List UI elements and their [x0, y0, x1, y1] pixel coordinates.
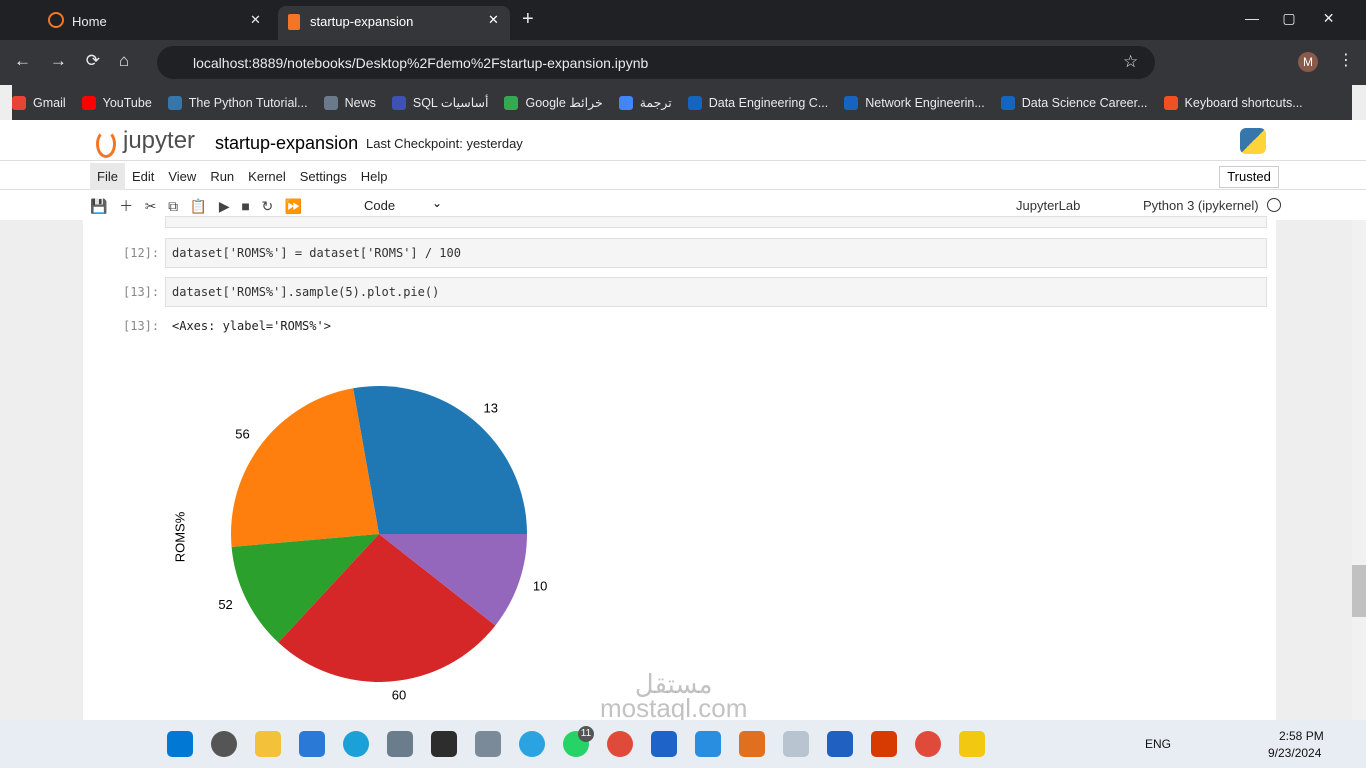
bookmark-label: SQL أساسيات	[412, 96, 489, 110]
slice-label: 56	[235, 426, 249, 441]
menu-item[interactable]: Run	[210, 168, 235, 184]
bookmark-label: News	[344, 95, 376, 110]
language[interactable]: ENG	[1145, 737, 1172, 751]
bookmark[interactable]: The Python Tutorial...	[167, 95, 308, 110]
bookmark-label: YouTube	[102, 95, 152, 110]
pie-slice	[353, 386, 527, 534]
slice-label: 52	[218, 597, 232, 612]
badge: 11	[578, 726, 594, 742]
bookmark-label: Keyboard shortcuts...	[1184, 95, 1303, 110]
tab[interactable]: Home ✕	[40, 6, 270, 40]
bookmark-label: The Python Tutorial...	[188, 95, 308, 110]
jupyterlab-link[interactable]: JupyterLab	[1016, 198, 1081, 213]
code-cell[interactable]: dataset['ROMS%'] = dataset['ROMS'] / 100	[165, 238, 1267, 268]
bookmark[interactable]: SQL أساسيات	[391, 95, 489, 110]
kernel-name: Python 3 (ipykernel)	[1143, 198, 1259, 213]
watermark: مستقل mostaql.com	[600, 669, 748, 723]
pie-slice	[379, 534, 527, 626]
taskbar: 11 ENG 2:58 PM 9/23/2024	[0, 720, 1366, 768]
bookmark[interactable]: YouTube	[81, 95, 152, 110]
menu-item[interactable]: View	[168, 168, 197, 184]
tab-strip: Home ✕ startup-expansion ✕ + — ▢ ✕	[0, 0, 1366, 40]
slice-label: 60	[392, 688, 406, 703]
menu-item[interactable]: Settings	[299, 168, 347, 184]
jupyter-logo: jupyter	[123, 127, 196, 154]
bookmark-label: Data Science Career...	[1021, 95, 1148, 110]
profile[interactable]: M	[1298, 52, 1318, 72]
bookmark[interactable]: Keyboard shortcuts...	[1163, 95, 1303, 110]
bookmark[interactable]: Gmail	[12, 95, 66, 110]
clock-time[interactable]: 2:58 PM	[1279, 729, 1324, 743]
bookmark-label: Gmail	[33, 95, 66, 110]
cell-type[interactable]: Code	[364, 198, 396, 213]
pie-slice	[231, 534, 379, 643]
address-bar[interactable]: localhost:8889/notebooks/Desktop%2Fdemo%…	[157, 46, 1155, 79]
trusted[interactable]: Trusted	[1219, 166, 1279, 188]
tab-title: Home	[72, 14, 107, 29]
prompt: [13]:	[123, 285, 160, 299]
bookmark[interactable]: Data Science Career...	[1000, 95, 1148, 110]
url: localhost:8889/notebooks/Desktop%2Fdemo%…	[193, 55, 649, 71]
prompt: [13]:	[123, 319, 160, 333]
code-cell[interactable]: dataset['ROMS%'].sample(5).plot.pie()	[165, 277, 1267, 307]
code: dataset['ROMS%'].sample(5).plot.pie()	[172, 285, 440, 299]
tab-active[interactable]: startup-expansion ✕	[278, 6, 510, 40]
y-axis-label: ROMS%	[172, 511, 187, 562]
bookmark-label: Network Engineerin...	[865, 95, 985, 110]
pie-slice	[278, 534, 496, 682]
scrollbar[interactable]	[1352, 220, 1366, 720]
pie-slice	[231, 388, 379, 548]
checkpoint: Last Checkpoint: yesterday	[366, 136, 523, 151]
output-text: <Axes: ylabel='ROMS%'>	[172, 319, 331, 333]
slice-label: 13	[484, 401, 498, 416]
clock-date[interactable]: 9/23/2024	[1268, 746, 1322, 760]
bookmark-label: Data Engineering C...	[708, 95, 829, 110]
tab-title: startup-expansion	[310, 14, 414, 29]
bookmark[interactable]: Network Engineerin...	[844, 95, 985, 110]
menu-item[interactable]: File	[90, 162, 125, 190]
menu-item[interactable]: Help	[360, 168, 388, 184]
bookmark[interactable]: Google خرائط	[504, 95, 603, 110]
menu-item[interactable]: Kernel	[248, 168, 286, 184]
code: dataset['ROMS%'] = dataset['ROMS'] / 100	[172, 246, 461, 260]
slice-label: 10	[533, 579, 547, 594]
watermark-text: mostaql.com	[600, 693, 748, 723]
pie-chart: ROMS% 13 56 52 60 10	[172, 386, 547, 703]
jupyter-header: jupyter startup-expansion Last Checkpoin…	[0, 120, 1366, 220]
toolbar: ← → ⟳ ⌂ localhost:8889/notebooks/Desktop…	[0, 40, 1366, 85]
bookmark[interactable]: Data Engineering C...	[687, 95, 829, 110]
bookmark[interactable]: News	[323, 95, 376, 110]
bookmarks-bar: Gmail YouTube The Python Tutorial... News SQ…	[12, 85, 1352, 120]
bookmark-label: ترجمة	[639, 96, 672, 110]
bookmark[interactable]: ترجمة	[618, 95, 672, 110]
menu-item[interactable]: Edit	[131, 168, 155, 184]
prompt: [12]:	[123, 246, 160, 260]
bookmark-label: Google خرائط	[525, 96, 603, 110]
watermark-text: مستقل	[634, 669, 713, 699]
notebook-name[interactable]: startup-expansion	[215, 133, 359, 153]
